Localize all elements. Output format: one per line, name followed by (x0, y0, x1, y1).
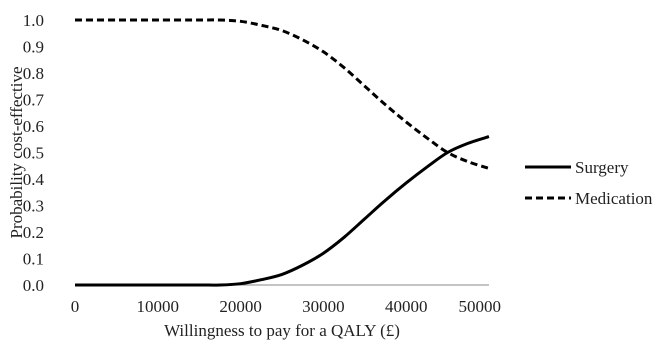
series-line-surgery (75, 135, 490, 287)
legend-label-surgery: Surgery (575, 158, 629, 177)
x-axis-title: Willingness to pay for a QALY (£) (164, 321, 400, 340)
x-tick-label: 40000 (385, 297, 428, 316)
x-tick-label: 0 (71, 297, 80, 316)
y-tick-label: 0.6 (23, 117, 44, 136)
y-tick-label: 0.8 (23, 64, 44, 83)
y-tick-label: 0.2 (23, 223, 44, 242)
y-tick-label: 0.7 (23, 91, 45, 110)
x-tick-label: 20000 (219, 297, 262, 316)
x-tick-label: 50000 (459, 297, 502, 316)
x-axis-ticks: 0 10000 20000 30000 40000 50000 (71, 297, 501, 316)
y-tick-label: 1.0 (23, 11, 44, 30)
y-tick-label: 0.9 (23, 38, 44, 57)
y-axis-title: Probability cost-effective (7, 67, 26, 239)
x-tick-label: 30000 (302, 297, 345, 316)
y-tick-label: 0.4 (23, 170, 45, 189)
y-tick-label: 0.0 (23, 276, 44, 295)
legend-label-medication: Medication (575, 189, 653, 208)
y-tick-label: 0.3 (23, 197, 44, 216)
y-tick-label: 0.1 (23, 250, 44, 269)
y-tick-label: 0.5 (23, 144, 44, 163)
y-axis-ticks: 0.0 0.1 0.2 0.3 0.4 0.5 0.6 0.7 0.8 0.9 1.0 (23, 11, 45, 295)
series-group (74, 18, 490, 287)
x-tick-label: 10000 (137, 297, 180, 316)
legend: Surgery Medication (525, 158, 653, 208)
series-line-medication (74, 18, 490, 170)
